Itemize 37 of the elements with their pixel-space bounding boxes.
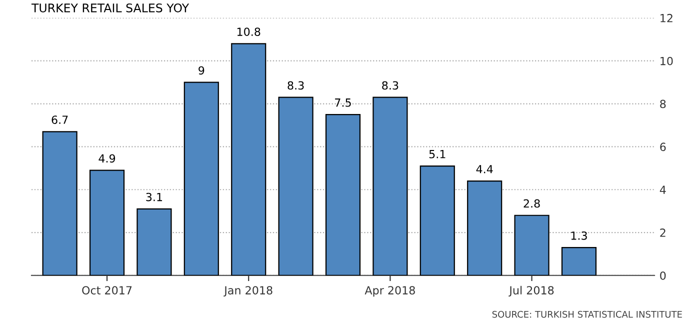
data-label: 8.3 (382, 81, 398, 90)
bar (325, 114, 361, 276)
data-label: 9 (198, 66, 204, 75)
x-tick-label: Jan 2018 (224, 286, 272, 297)
y-tick-label: 8 (660, 100, 666, 108)
bar (420, 165, 455, 276)
y-tick-label: 10 (660, 56, 673, 66)
data-label: 1.3 (571, 231, 587, 240)
data-label: 10.8 (237, 28, 260, 36)
data-label: 2.8 (524, 199, 540, 208)
data-label: 4.4 (476, 165, 493, 174)
x-tick-label: Jul 2018 (508, 286, 554, 297)
y-tick-label: 4 (660, 186, 666, 194)
y-tick-label: 0 (660, 271, 666, 280)
data-label: 6.7 (52, 116, 68, 124)
bar (89, 170, 125, 276)
bar (372, 96, 408, 276)
data-label: 8.3 (288, 81, 304, 90)
data-label: 3.1 (146, 192, 162, 202)
data-label: 7.5 (335, 98, 351, 107)
bar (231, 43, 266, 276)
y-tick-label: 2 (660, 228, 666, 237)
y-tick-label: 12 (660, 14, 672, 22)
bar (467, 180, 502, 276)
bar (136, 208, 172, 276)
x-tick-label: Apr 2018 (364, 286, 415, 297)
bar (561, 247, 597, 276)
bar (184, 82, 219, 276)
source-note: SOURCE: TURKISH STATISTICAL INSTITUTE (492, 310, 682, 318)
chart-title: TURKEY RETAIL SALES YOY (31, 3, 190, 12)
y-tick-label: 6 (660, 142, 666, 152)
x-tick-label: Oct 2017 (82, 286, 132, 294)
bar (42, 131, 78, 276)
bar (278, 96, 314, 276)
data-label: 4.9 (98, 154, 116, 163)
bar (514, 214, 550, 276)
data-label: 5.1 (429, 150, 446, 158)
